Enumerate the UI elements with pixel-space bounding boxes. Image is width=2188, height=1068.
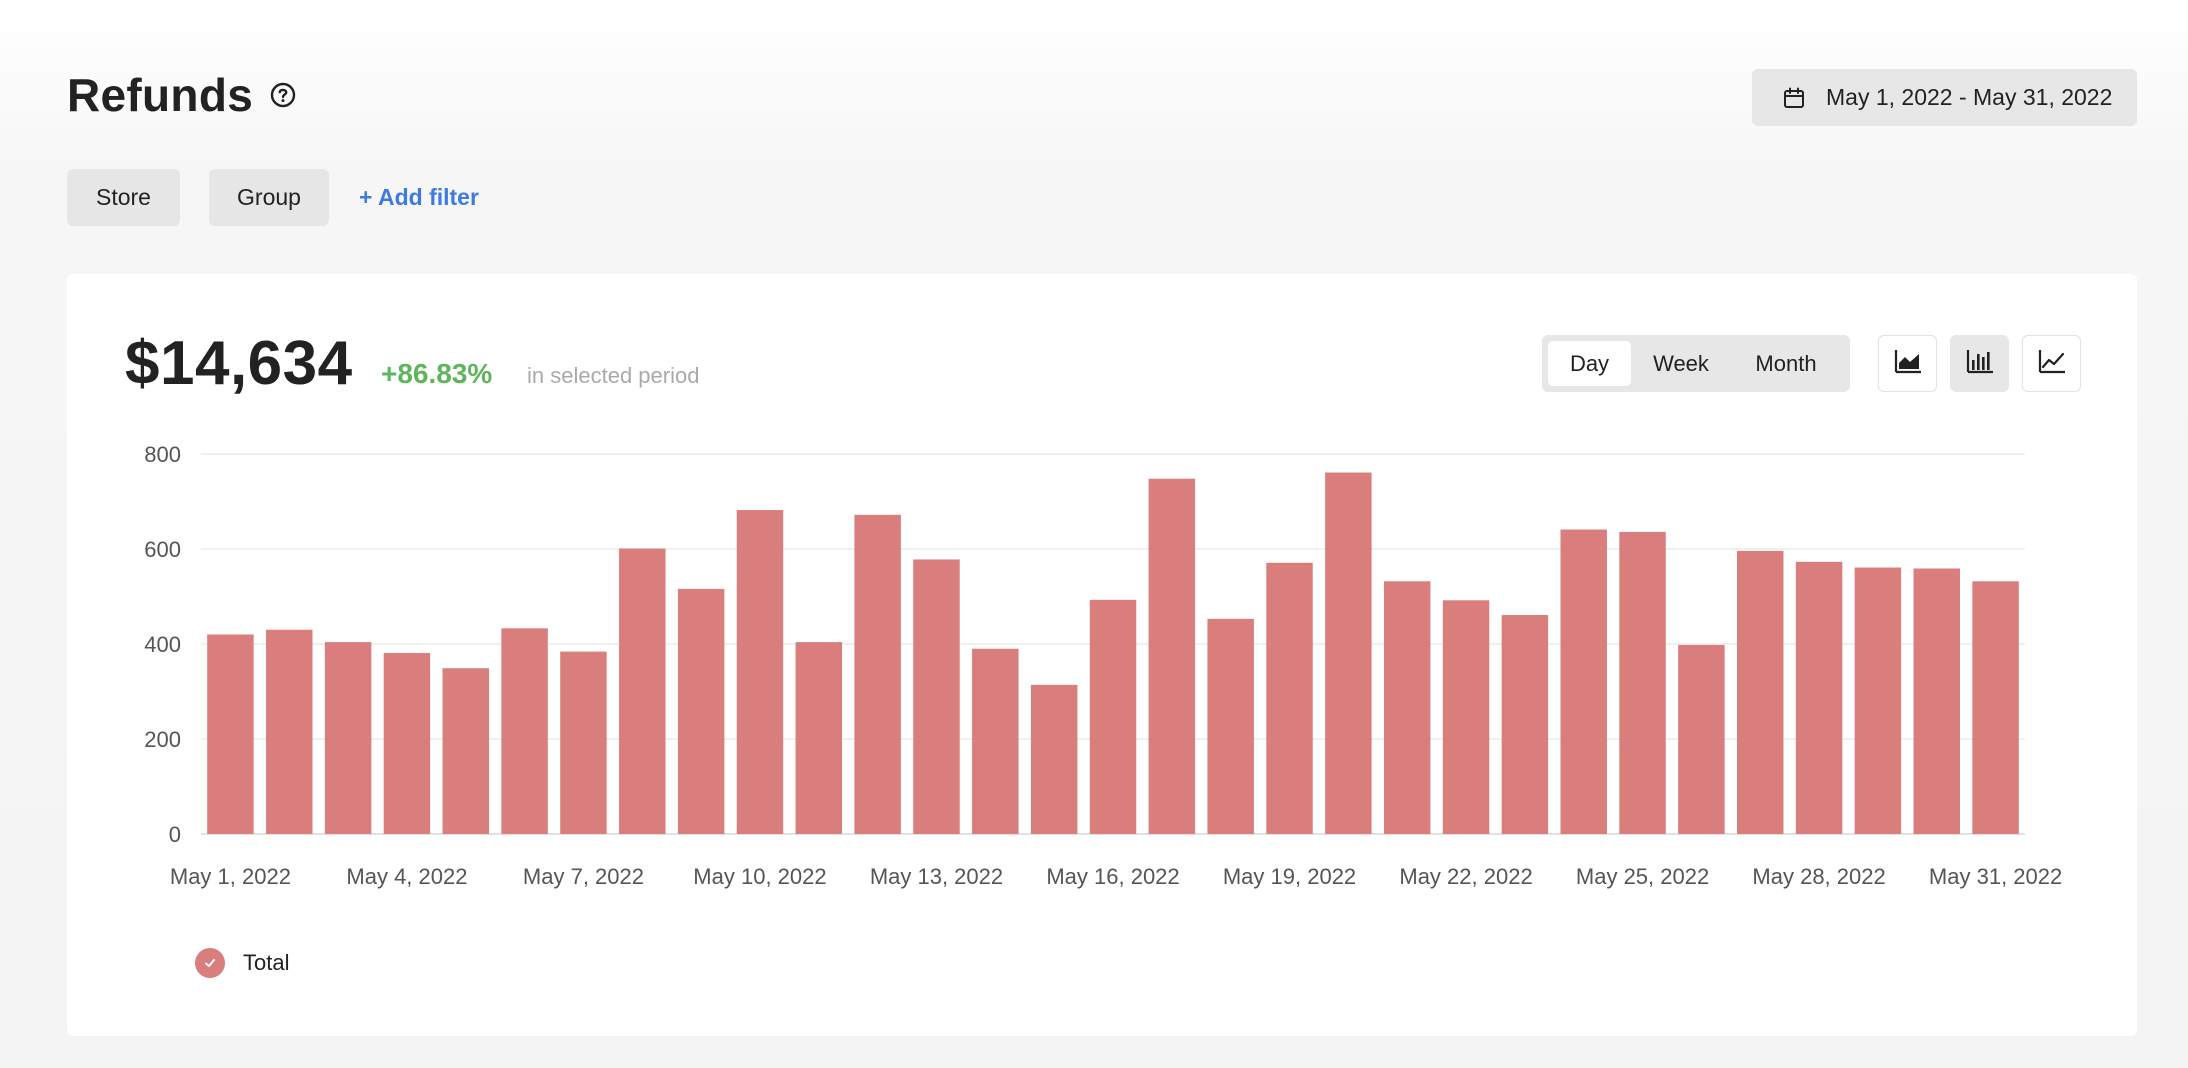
granularity-day[interactable]: Day xyxy=(1548,341,1631,386)
bar[interactable] xyxy=(1383,581,1431,834)
x-tick-label: May 25, 2022 xyxy=(1576,864,1709,889)
bar[interactable] xyxy=(1560,529,1607,834)
bar[interactable] xyxy=(1148,478,1196,834)
question-circle-icon[interactable] xyxy=(269,81,297,109)
add-filter-link[interactable]: + Add filter xyxy=(359,184,479,210)
bar[interactable] xyxy=(1678,644,1725,834)
x-tick-label: May 4, 2022 xyxy=(346,864,467,889)
bar[interactable] xyxy=(266,629,313,834)
bar[interactable] xyxy=(324,642,372,834)
bar[interactable] xyxy=(442,668,490,834)
bar[interactable] xyxy=(1442,600,1490,834)
date-range-button[interactable]: May 1, 2022 - May 31, 2022 xyxy=(1752,69,2137,126)
bar[interactable] xyxy=(560,651,607,834)
y-tick-label: 0 xyxy=(169,822,181,847)
y-tick-label: 800 xyxy=(144,442,181,467)
bar[interactable] xyxy=(1619,531,1666,834)
bar-chart-icon xyxy=(1966,348,1994,379)
x-tick-label: May 13, 2022 xyxy=(870,864,1003,889)
change-percentage: +86.83% xyxy=(381,358,493,389)
bar[interactable] xyxy=(795,642,843,834)
bar[interactable] xyxy=(677,588,725,834)
line-chart-button[interactable] xyxy=(2022,335,2081,392)
y-tick-label: 200 xyxy=(144,727,181,752)
x-tick-label: May 31, 2022 xyxy=(1929,864,2062,889)
date-range-label: May 1, 2022 - May 31, 2022 xyxy=(1826,84,2113,110)
period-label: in selected period xyxy=(527,363,700,388)
x-tick-label: May 1, 2022 xyxy=(170,864,291,889)
bar[interactable] xyxy=(1325,472,1372,834)
area-chart-button[interactable] xyxy=(1878,335,1937,392)
y-tick-label: 600 xyxy=(144,537,181,562)
x-axis-ticks: May 1, 2022 May 4, 2022 May 7, 2022 May 10,… xyxy=(170,864,2062,889)
y-tick-label: 400 xyxy=(144,632,181,657)
bar[interactable] xyxy=(383,653,431,834)
bar[interactable] xyxy=(913,559,960,834)
group-filter-button[interactable]: Group xyxy=(209,169,329,226)
y-axis-ticks: 0 200 400 600 800 xyxy=(144,442,181,847)
chart-bars xyxy=(207,472,2019,835)
granularity-month[interactable]: Month xyxy=(1755,350,1817,376)
bar[interactable] xyxy=(1266,562,1313,834)
bar[interactable] xyxy=(1972,581,2019,834)
total-value: $14,634 xyxy=(125,329,353,398)
legend-label-total: Total xyxy=(243,950,290,975)
chart-card: $14,634 +86.83% in selected period Day W… xyxy=(67,274,2137,1036)
bar[interactable] xyxy=(736,510,784,834)
chart-legend: Total xyxy=(195,948,289,978)
bar[interactable] xyxy=(1501,615,1549,834)
bar[interactable] xyxy=(854,514,901,834)
bar[interactable] xyxy=(1795,561,1843,834)
x-tick-label: May 16, 2022 xyxy=(1046,864,1179,889)
area-chart-icon xyxy=(1894,348,1922,379)
x-tick-label: May 22, 2022 xyxy=(1399,864,1532,889)
x-tick-label: May 10, 2022 xyxy=(693,864,826,889)
page-header: Refunds xyxy=(67,68,297,122)
bar[interactable] xyxy=(1030,684,1078,834)
granularity-week[interactable]: Week xyxy=(1653,350,1709,376)
bar[interactable] xyxy=(501,628,548,834)
calendar-icon xyxy=(1782,86,1806,110)
bar[interactable] xyxy=(207,634,254,835)
bar[interactable] xyxy=(972,648,1019,834)
bar[interactable] xyxy=(1854,567,1902,834)
granularity-toggle: Day Week Month xyxy=(1542,335,1850,392)
bar[interactable] xyxy=(1736,550,1784,834)
x-tick-label: May 7, 2022 xyxy=(523,864,644,889)
bar[interactable] xyxy=(1089,599,1137,834)
page-title: Refunds xyxy=(67,69,254,121)
line-chart-icon xyxy=(2038,348,2066,379)
x-tick-label: May 28, 2022 xyxy=(1752,864,1885,889)
filter-bar: Store Group + Add filter xyxy=(67,169,479,226)
legend-check-icon[interactable] xyxy=(195,948,225,978)
store-filter-button[interactable]: Store xyxy=(67,169,180,226)
bar[interactable] xyxy=(1207,618,1254,834)
bar[interactable] xyxy=(1913,568,1960,834)
bar-chart-button[interactable] xyxy=(1950,335,2009,392)
bar[interactable] xyxy=(619,548,666,834)
x-tick-label: May 19, 2022 xyxy=(1223,864,1356,889)
